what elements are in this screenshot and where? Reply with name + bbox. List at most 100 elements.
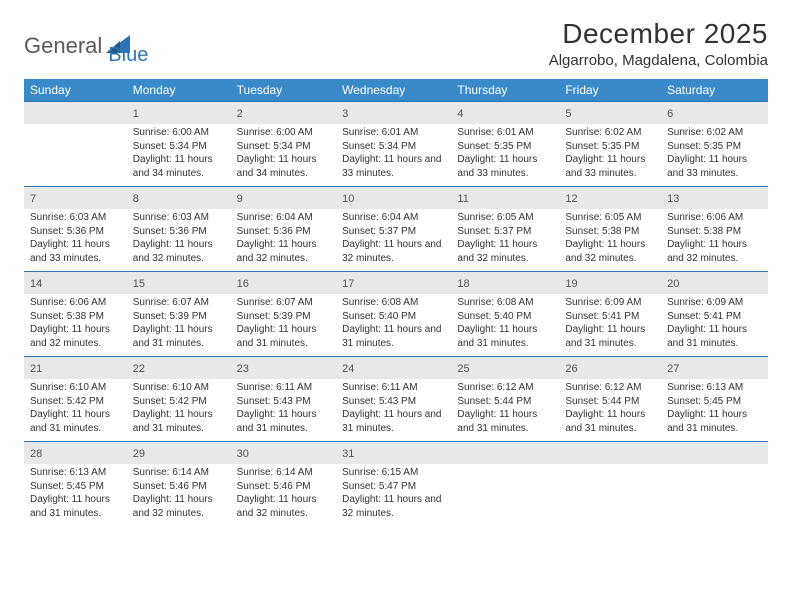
- day-cell: Sunrise: 6:07 AMSunset: 5:39 PMDaylight:…: [127, 294, 231, 357]
- day-number-cell: 11: [451, 187, 559, 210]
- day-number-cell: 20: [661, 272, 768, 295]
- day-cell: Sunrise: 6:06 AMSunset: 5:38 PMDaylight:…: [24, 294, 127, 357]
- day-content: Sunrise: 6:09 AMSunset: 5:41 PMDaylight:…: [559, 294, 661, 356]
- day-number-cell: 25: [451, 357, 559, 380]
- sunset-text: Sunset: 5:45 PM: [30, 480, 121, 494]
- sunrise-text: Sunrise: 6:03 AM: [30, 211, 121, 225]
- day-number-cell: 1: [127, 102, 231, 125]
- week-daynum-row: 14151617181920: [24, 272, 768, 295]
- day-header-wed: Wednesday: [336, 79, 451, 102]
- sunrise-text: Sunrise: 6:00 AM: [237, 126, 330, 140]
- calendar-table: Sunday Monday Tuesday Wednesday Thursday…: [24, 79, 768, 526]
- sunrise-text: Sunrise: 6:08 AM: [342, 296, 445, 310]
- sunset-text: Sunset: 5:42 PM: [133, 395, 225, 409]
- day-number-cell: 9: [231, 187, 336, 210]
- day-content: Sunrise: 6:03 AMSunset: 5:36 PMDaylight:…: [24, 209, 127, 271]
- daylight-text: Daylight: 11 hours and 31 minutes.: [30, 408, 121, 435]
- sunset-text: Sunset: 5:37 PM: [457, 225, 553, 239]
- sunrise-text: Sunrise: 6:01 AM: [457, 126, 553, 140]
- sunrise-text: Sunrise: 6:05 AM: [457, 211, 553, 225]
- day-cell: Sunrise: 6:04 AMSunset: 5:36 PMDaylight:…: [231, 209, 336, 272]
- sunset-text: Sunset: 5:43 PM: [342, 395, 445, 409]
- sunrise-text: Sunrise: 6:14 AM: [133, 466, 225, 480]
- day-number: 31: [342, 448, 354, 460]
- logo: General Blue: [24, 24, 148, 67]
- day-number: 28: [30, 448, 42, 460]
- day-number-cell: 16: [231, 272, 336, 295]
- daylight-text: Daylight: 11 hours and 31 minutes.: [342, 323, 445, 350]
- sunset-text: Sunset: 5:36 PM: [237, 225, 330, 239]
- day-number-cell: 29: [127, 442, 231, 465]
- sunset-text: Sunset: 5:34 PM: [133, 140, 225, 154]
- sunrise-text: Sunrise: 6:13 AM: [667, 381, 762, 395]
- sunrise-text: Sunrise: 6:10 AM: [133, 381, 225, 395]
- daylight-text: Daylight: 11 hours and 31 minutes.: [667, 408, 762, 435]
- daylight-text: Daylight: 11 hours and 31 minutes.: [30, 493, 121, 520]
- day-cell: Sunrise: 6:10 AMSunset: 5:42 PMDaylight:…: [127, 379, 231, 442]
- day-content: Sunrise: 6:14 AMSunset: 5:46 PMDaylight:…: [231, 464, 336, 526]
- day-cell: Sunrise: 6:13 AMSunset: 5:45 PMDaylight:…: [24, 464, 127, 526]
- day-number-cell: 14: [24, 272, 127, 295]
- week-daynum-row: 123456: [24, 102, 768, 125]
- sunset-text: Sunset: 5:47 PM: [342, 480, 445, 494]
- daylight-text: Daylight: 11 hours and 31 minutes.: [133, 408, 225, 435]
- day-number-cell: 30: [231, 442, 336, 465]
- week-content-row: Sunrise: 6:00 AMSunset: 5:34 PMDaylight:…: [24, 124, 768, 187]
- day-cell: Sunrise: 6:08 AMSunset: 5:40 PMDaylight:…: [451, 294, 559, 357]
- day-cell: Sunrise: 6:10 AMSunset: 5:42 PMDaylight:…: [24, 379, 127, 442]
- day-cell: Sunrise: 6:04 AMSunset: 5:37 PMDaylight:…: [336, 209, 451, 272]
- day-content: [559, 465, 661, 525]
- day-content: Sunrise: 6:01 AMSunset: 5:35 PMDaylight:…: [451, 124, 559, 186]
- day-content: Sunrise: 6:11 AMSunset: 5:43 PMDaylight:…: [231, 379, 336, 441]
- day-number: 12: [565, 193, 577, 205]
- logo-word-general: General: [24, 33, 102, 59]
- day-number: 18: [457, 278, 469, 290]
- day-content: Sunrise: 6:11 AMSunset: 5:43 PMDaylight:…: [336, 379, 451, 441]
- sunrise-text: Sunrise: 6:09 AM: [565, 296, 655, 310]
- sunrise-text: Sunrise: 6:07 AM: [133, 296, 225, 310]
- daylight-text: Daylight: 11 hours and 32 minutes.: [342, 493, 445, 520]
- sunset-text: Sunset: 5:36 PM: [133, 225, 225, 239]
- sunrise-text: Sunrise: 6:09 AM: [667, 296, 762, 310]
- day-number-cell: 5: [559, 102, 661, 125]
- day-number-cell: [559, 442, 661, 465]
- sunset-text: Sunset: 5:38 PM: [565, 225, 655, 239]
- day-number: 2: [237, 108, 243, 120]
- day-number: 27: [667, 363, 679, 375]
- sunrise-text: Sunrise: 6:15 AM: [342, 466, 445, 480]
- sunset-text: Sunset: 5:37 PM: [342, 225, 445, 239]
- daylight-text: Daylight: 11 hours and 32 minutes.: [565, 238, 655, 265]
- day-content: [661, 465, 768, 525]
- day-number: 16: [237, 278, 249, 290]
- day-cell: Sunrise: 6:07 AMSunset: 5:39 PMDaylight:…: [231, 294, 336, 357]
- week-daynum-row: 21222324252627: [24, 357, 768, 380]
- daylight-text: Daylight: 11 hours and 31 minutes.: [237, 408, 330, 435]
- day-number: 26: [565, 363, 577, 375]
- daylight-text: Daylight: 11 hours and 33 minutes.: [667, 153, 762, 180]
- day-number-cell: [661, 442, 768, 465]
- sunrise-text: Sunrise: 6:11 AM: [342, 381, 445, 395]
- day-number: 22: [133, 363, 145, 375]
- day-number: 24: [342, 363, 354, 375]
- day-cell: Sunrise: 6:12 AMSunset: 5:44 PMDaylight:…: [451, 379, 559, 442]
- day-content: Sunrise: 6:09 AMSunset: 5:41 PMDaylight:…: [661, 294, 768, 356]
- sunset-text: Sunset: 5:41 PM: [565, 310, 655, 324]
- day-cell: Sunrise: 6:11 AMSunset: 5:43 PMDaylight:…: [336, 379, 451, 442]
- day-content: Sunrise: 6:03 AMSunset: 5:36 PMDaylight:…: [127, 209, 231, 271]
- daylight-text: Daylight: 11 hours and 31 minutes.: [667, 323, 762, 350]
- sunset-text: Sunset: 5:34 PM: [237, 140, 330, 154]
- day-number-cell: 8: [127, 187, 231, 210]
- day-content: [24, 125, 127, 185]
- daylight-text: Daylight: 11 hours and 32 minutes.: [133, 493, 225, 520]
- sunset-text: Sunset: 5:44 PM: [565, 395, 655, 409]
- sunrise-text: Sunrise: 6:03 AM: [133, 211, 225, 225]
- daylight-text: Daylight: 11 hours and 33 minutes.: [30, 238, 121, 265]
- day-cell: [24, 124, 127, 187]
- day-number-cell: 13: [661, 187, 768, 210]
- day-cell: Sunrise: 6:14 AMSunset: 5:46 PMDaylight:…: [231, 464, 336, 526]
- day-content: [451, 465, 559, 525]
- sunset-text: Sunset: 5:35 PM: [457, 140, 553, 154]
- sunrise-text: Sunrise: 6:12 AM: [457, 381, 553, 395]
- day-content: Sunrise: 6:12 AMSunset: 5:44 PMDaylight:…: [559, 379, 661, 441]
- sunrise-text: Sunrise: 6:11 AM: [237, 381, 330, 395]
